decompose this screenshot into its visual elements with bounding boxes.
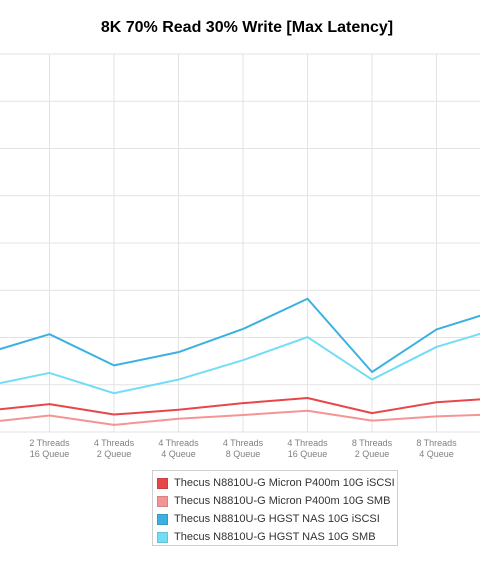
legend-swatch [157, 477, 168, 489]
x-tick-label: 4 Threads 2 Queue [94, 438, 135, 459]
series-line-1 [0, 396, 480, 416]
legend-item-1: Thecus N8810U-G Micron P400m 10G iSCSI [157, 474, 397, 492]
legend-swatch [157, 495, 168, 507]
x-tick-label: 4 Threads 8 Queue [223, 438, 264, 459]
x-tick-label: 4 Threads 16 Queue [287, 438, 328, 459]
series-line-2 [0, 409, 480, 426]
x-tick-label: 8 Threads 4 Queue [416, 438, 457, 459]
legend-label: Thecus N8810U-G HGST NAS 10G SMB [174, 531, 376, 543]
chart-legend: Thecus N8810U-G Micron P400m 10G iSCSI Th… [152, 470, 398, 546]
x-tick-label: 2 Threads 16 Queue [29, 438, 70, 459]
legend-label: Thecus N8810U-G HGST NAS 10G iSCSI [174, 513, 380, 525]
legend-item-4: Thecus N8810U-G HGST NAS 10G SMB [157, 528, 397, 546]
x-tick-label: 8 Threads 2 Queue [352, 438, 393, 459]
legend-item-2: Thecus N8810U-G Micron P400m 10G SMB [157, 492, 397, 510]
series-line-4 [0, 332, 480, 395]
legend-swatch [157, 531, 168, 543]
legend-swatch [157, 513, 168, 525]
series-line-3 [0, 297, 480, 373]
legend-item-3: Thecus N8810U-G HGST NAS 10G iSCSI [157, 510, 397, 528]
chart-title: 8K 70% Read 30% Write [Max Latency] [100, 19, 394, 36]
x-tick-label: 4 Threads 4 Queue [158, 438, 199, 459]
legend-label: Thecus N8810U-G Micron P400m 10G iSCSI [174, 477, 395, 489]
legend-label: Thecus N8810U-G Micron P400m 10G SMB [174, 495, 391, 507]
